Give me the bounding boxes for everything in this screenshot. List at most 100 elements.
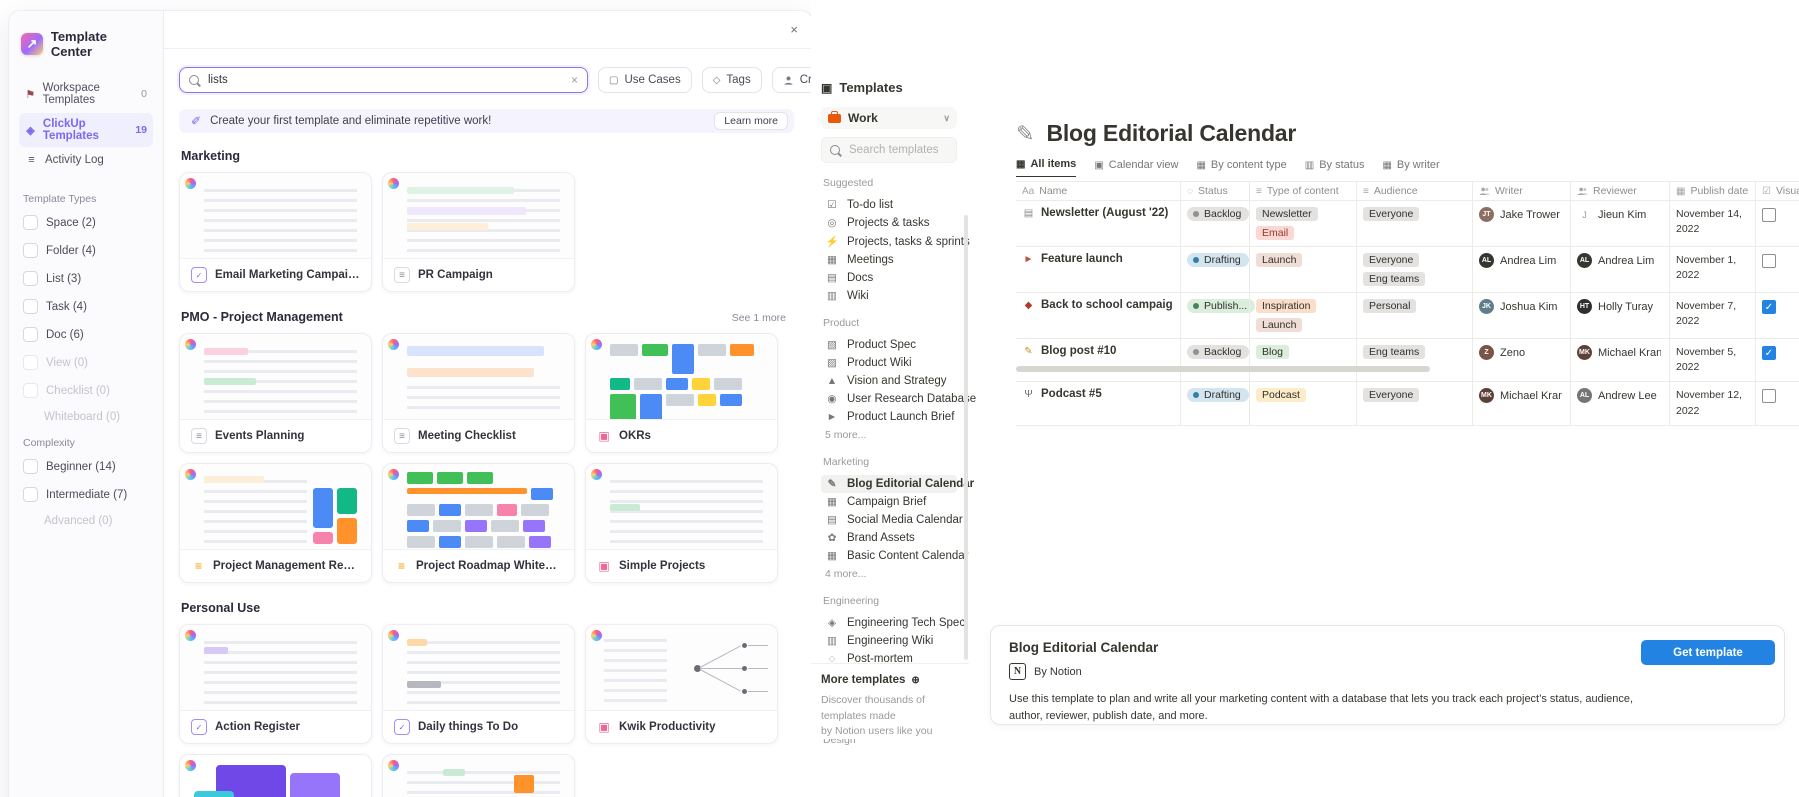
visuals-checkbox[interactable]: ✓ [1762, 300, 1776, 314]
publish-date[interactable]: November 7, 2022 [1676, 300, 1737, 328]
audience-tag[interactable]: Eng teams [1363, 272, 1426, 286]
sidebar-item-vision-and-strategy[interactable]: ▲ Vision and Strategy [821, 372, 957, 390]
writer-cell[interactable]: Z Zeno [1479, 345, 1525, 360]
publish-date[interactable]: November 1, 2022 [1676, 254, 1737, 282]
template-card-events-planning[interactable]: ≡ Events Planning [179, 333, 372, 453]
tab-calendar-view[interactable]: ▣ Calendar view [1094, 159, 1178, 177]
col-name[interactable]: Name [1039, 185, 1068, 197]
col-visuals[interactable]: Visuals [1775, 185, 1799, 197]
template-card-pr-campaign[interactable]: ≡ PR Campaign [382, 172, 575, 292]
writer-cell[interactable]: MK Michael Krantz [1479, 388, 1562, 404]
sidebar-item-product-spec[interactable]: ▧ Product Spec [821, 336, 957, 354]
notion-search-input[interactable] [847, 143, 948, 157]
row-name[interactable]: Blog post #10 [1041, 345, 1117, 357]
table-row[interactable]: ◆ Back to school campaign Publish... Insp… [1016, 293, 1799, 339]
use-cases-button[interactable]: ▢ Use Cases [598, 67, 692, 93]
template-card-okrs[interactable]: ▣ OKRs [585, 333, 778, 453]
status-pill[interactable]: Backlog [1187, 345, 1250, 359]
writer-cell[interactable]: AL Andrea Lim [1479, 253, 1556, 268]
sidebar-item-blog-editorial-calendar[interactable]: ✎ Blog Editorial Calendar [821, 475, 974, 493]
status-pill[interactable]: Publish... [1187, 299, 1256, 313]
filter-beginner[interactable]: Beginner (14) [23, 459, 149, 474]
table-row[interactable]: ► Feature launch Drafting Launch Everyone… [1016, 247, 1799, 293]
sidebar-item-to-do-list[interactable]: ☑ To-do list [821, 196, 957, 214]
row-name[interactable]: Feature launch [1041, 253, 1123, 265]
col-audience[interactable]: Audience [1373, 185, 1418, 197]
filter-doc[interactable]: Doc (6) [23, 327, 149, 342]
reviewer-cell[interactable]: AL Andrew Lee [1577, 388, 1657, 404]
template-card-meeting-checklist[interactable]: ≡ Meeting Checklist [382, 333, 575, 453]
template-card-action-register[interactable]: ✓ Action Register [179, 624, 372, 744]
tab-by-status[interactable]: ▥ By status [1305, 159, 1365, 177]
more-link-marketing[interactable]: 4 more... [825, 568, 867, 580]
category-select[interactable]: Work ∨ [821, 107, 957, 129]
publish-date[interactable]: November 12, 2022 [1676, 389, 1742, 417]
reviewer-cell[interactable]: HT Holly Turay [1577, 299, 1653, 314]
table-row[interactable]: ▤ Newsletter (August '22) Backlog Newslet… [1016, 201, 1799, 247]
sidebar-item-post-mortem[interactable]: ◌ Post-mortem [821, 650, 957, 668]
checkbox[interactable] [23, 327, 38, 342]
type-tag[interactable]: Newsletter [1256, 207, 1318, 221]
nav-activity-log[interactable]: ≡ Activity Log [19, 149, 153, 171]
type-tag[interactable]: Launch [1256, 318, 1303, 332]
audience-tag[interactable]: Everyone [1363, 388, 1420, 403]
clear-search-icon[interactable]: × [570, 73, 578, 87]
sidebar-item-campaign-brief[interactable]: ▦ Campaign Brief [821, 493, 957, 511]
nav-workspace-templates[interactable]: ⚑ Workspace Templates 0 [19, 77, 153, 111]
created-by-button[interactable]: Created by [771, 67, 812, 93]
type-tag[interactable]: Inspiration [1256, 299, 1317, 313]
status-pill[interactable]: Backlog [1187, 207, 1250, 221]
reviewer-cell[interactable]: AL Andrea Lim [1577, 253, 1654, 268]
tab-by-content-type[interactable]: ▦ By content type [1196, 159, 1286, 177]
sidebar-item-basic-content-calendar[interactable]: ▦ Basic Content Calendar [821, 547, 968, 565]
table-row[interactable]: Ψ Podcast #5 Drafting Podcast Everyone MK… [1016, 382, 1799, 426]
visuals-checkbox[interactable] [1762, 208, 1776, 222]
checkbox[interactable] [23, 215, 38, 230]
type-tag[interactable]: Blog [1256, 345, 1290, 359]
status-pill[interactable]: Drafting [1187, 253, 1249, 267]
publish-date[interactable]: November 5, 2022 [1676, 346, 1737, 374]
writer-cell[interactable]: JT Jake Trower [1479, 207, 1562, 222]
template-card-kwik-productivity[interactable]: ▣ Kwik Productivity [585, 624, 778, 744]
col-reviewer[interactable]: Reviewer [1593, 185, 1637, 197]
template-card-partial-1[interactable] [179, 754, 372, 797]
type-tag[interactable]: Launch [1256, 253, 1303, 267]
learn-more-button[interactable]: Learn more [714, 112, 788, 130]
visuals-checkbox[interactable] [1762, 254, 1776, 268]
close-icon[interactable]: × [790, 22, 798, 37]
template-card-simple-projects[interactable]: ▣ Simple Projects [585, 463, 778, 583]
reviewer-cell[interactable]: J Jieun Kim [1577, 207, 1646, 222]
writer-cell[interactable]: JK Joshua Kim [1479, 299, 1557, 314]
checkbox[interactable] [23, 459, 38, 474]
col-status[interactable]: Status [1197, 185, 1228, 197]
row-name[interactable]: Newsletter (August '22) [1041, 207, 1169, 219]
checkbox[interactable] [23, 299, 38, 314]
filter-list[interactable]: List (3) [23, 271, 149, 286]
row-name[interactable]: Podcast #5 [1041, 388, 1102, 401]
col-writer[interactable]: Writer [1495, 185, 1523, 197]
tab-all-items[interactable]: ▦ All items [1016, 158, 1077, 177]
sidebar-item-product-launch-brief[interactable]: ► Product Launch Brief [821, 408, 957, 426]
col-type[interactable]: Type of content [1266, 185, 1339, 197]
audience-tag[interactable]: Everyone [1363, 253, 1420, 267]
sidebar-item-user-research-database[interactable]: ◉ User Research Database [821, 390, 976, 408]
audience-tag[interactable]: Everyone [1363, 207, 1420, 221]
sidebar-item-meetings[interactable]: ▦ Meetings [821, 251, 957, 269]
audience-tag[interactable]: Eng teams [1363, 345, 1426, 359]
row-name[interactable]: Back to school campaign [1041, 299, 1172, 311]
col-publish-date[interactable]: Publish date [1690, 185, 1749, 197]
sidebar-item-projects-tasks-sprints[interactable]: ⚡ Projects, tasks & sprints [821, 232, 969, 251]
sidebar-item-brand-assets[interactable]: ✿ Brand Assets [821, 529, 957, 547]
template-card-project-management-requirements[interactable]: ≡ Project Management Requirements [179, 463, 372, 583]
more-templates-link[interactable]: More templates ⊕ [821, 674, 957, 686]
tags-button[interactable]: ◇ Tags [701, 67, 762, 93]
filter-intermediate[interactable]: Intermediate (7) [23, 487, 149, 502]
see-more-link[interactable]: See 1 more [731, 312, 786, 324]
more-link-product[interactable]: 5 more... [825, 429, 867, 441]
sidebar-item-wiki[interactable]: ▥ Wiki [821, 287, 957, 305]
visuals-checkbox[interactable]: ✓ [1762, 346, 1776, 360]
visuals-checkbox[interactable] [1762, 389, 1776, 404]
template-card-daily-things-to-do[interactable]: ✓ Daily things To Do [382, 624, 575, 744]
tab-by-writer[interactable]: ▦ By writer [1382, 159, 1439, 177]
